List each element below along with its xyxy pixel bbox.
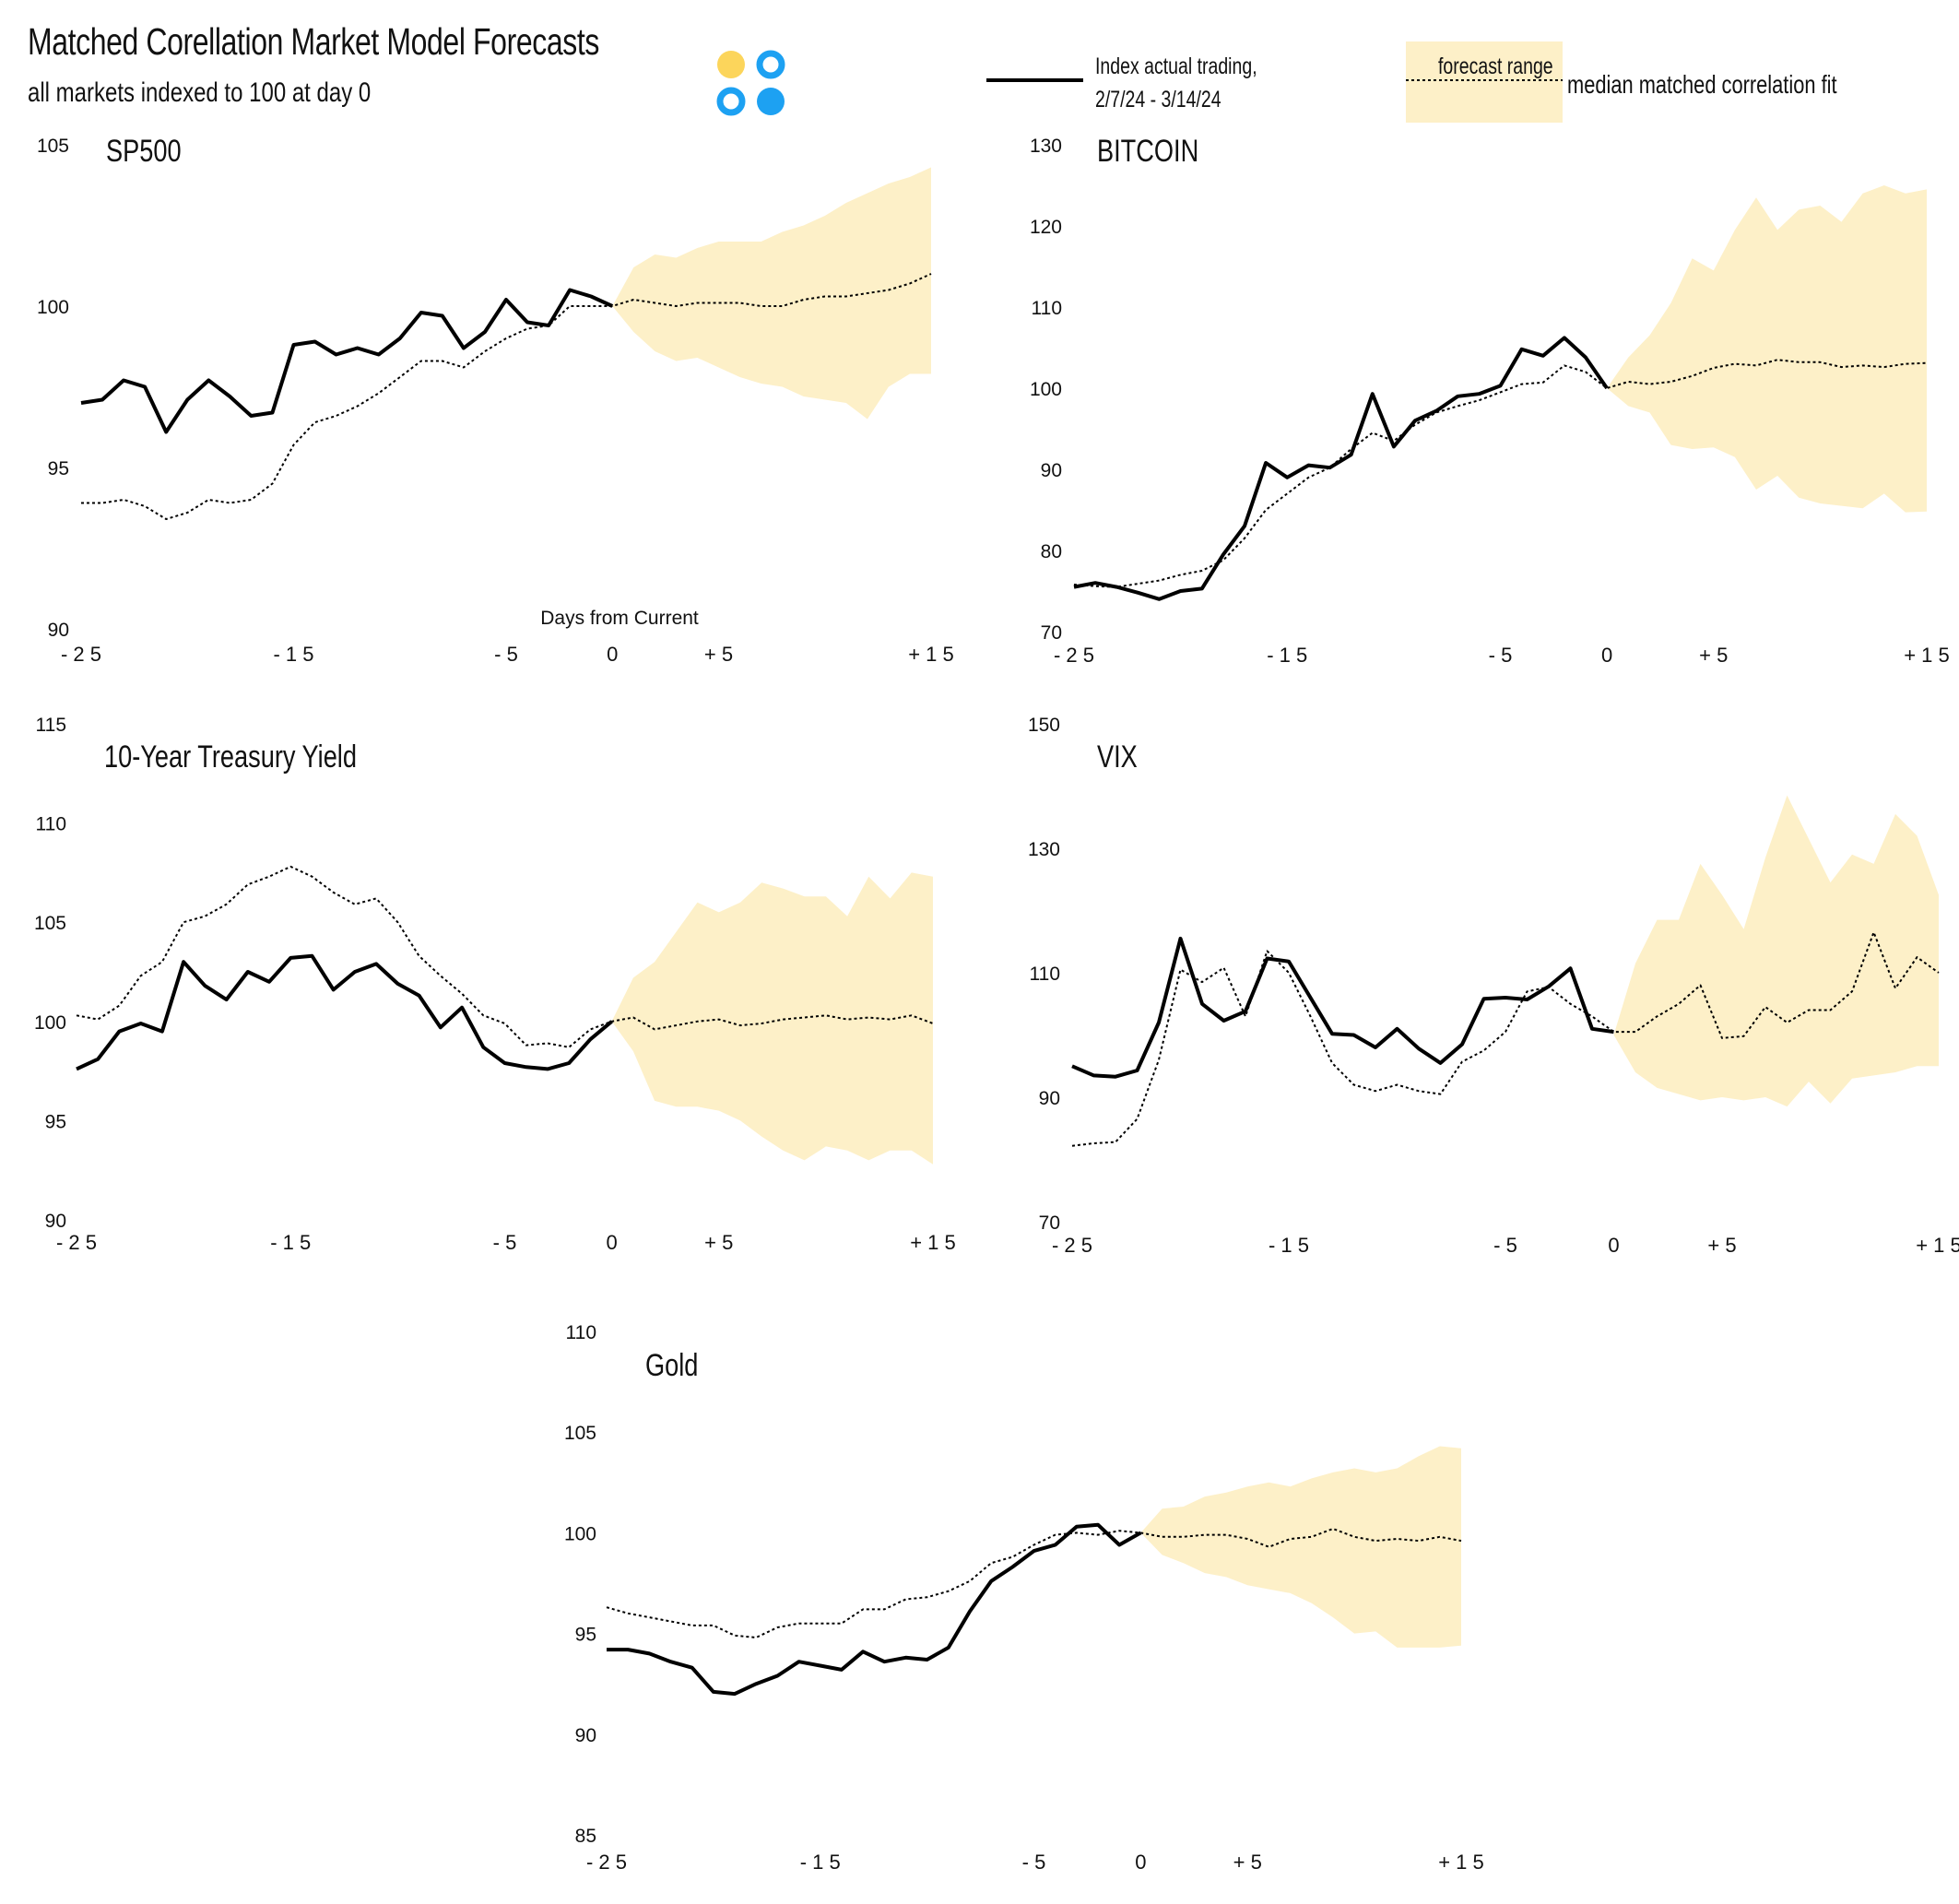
gold-xtick-label: - 2 5 [586,1851,627,1874]
logo-yellow-dot-icon [717,51,745,78]
legend-range-label: forecast range [1438,53,1553,79]
treasury-xtick-label: - 2 5 [56,1231,97,1254]
vix-xtick-label: + 5 [1707,1234,1736,1257]
bitcoin-xtick-label: + 5 [1699,644,1728,667]
bitcoin-ytick-label: 70 [1041,622,1062,644]
legend: Index actual trading, 2/7/24 - 3/14/24 f… [986,37,1936,129]
gold-actual-line [607,1522,1142,1697]
vix-median-fit-line [1071,931,1940,1147]
vix-xtick-label: - 1 5 [1269,1234,1309,1257]
bitcoin-actual-line [1073,336,1609,601]
sp500-xtick-label: 0 [607,643,618,666]
vix-ytick-label: 150 [1028,715,1060,736]
sp500-xtick-label: + 5 [704,643,733,666]
bitcoin-ytick-label: 120 [1030,217,1062,238]
bitcoin-xtick-label: - 2 5 [1054,644,1094,667]
gold-ytick-label: 85 [575,1826,596,1847]
chart-treasury: 10-Year Treasury Yield 90 95 100 105 110 115 - … [34,715,956,1254]
gold-xtick-label: + 1 5 [1438,1851,1484,1874]
treasury-xtick-label: - 1 5 [270,1231,311,1254]
vix-forecast-band [1613,795,1939,1107]
logo-blue-ring-icon [716,87,746,116]
bitcoin-ytick-label: 90 [1041,460,1062,481]
bitcoin-ytick-label: 100 [1030,379,1062,400]
bitcoin-xtick-label: - 5 [1489,644,1513,667]
sp500-xtick-label: - 1 5 [273,643,313,666]
legend-actual-label-2: 2/7/24 - 3/14/24 [1095,87,1221,112]
sp500-ytick-label: 105 [37,136,69,157]
sp500-ytick-label: 90 [48,620,69,641]
chart-title: Matched Corellation Market Model Forecas… [28,20,599,63]
sp500-xtick-label: + 1 5 [908,643,954,666]
chart-gold: Gold 85 90 95 100 105 110 - 2 5 - 1 5 - 5 0 + 5 + 1 … [564,1322,1484,1874]
brand-logo-icon [716,50,785,116]
bitcoin-ytick-label: 130 [1030,136,1062,157]
treasury-actual-line [76,953,613,1071]
treasury-ytick-label: 90 [45,1211,66,1232]
gold-title: Gold [645,1347,698,1383]
sp500-xlabel: Days from Current [540,608,699,629]
vix-xtick-label: + 1 5 [1916,1234,1959,1257]
chart-bitcoin: BITCOIN 70 80 90 100 110 120 130 - 2 5 - 1 5 - 5 0 +… [1030,133,1950,667]
gold-ytick-label: 95 [575,1625,596,1646]
treasury-ytick-label: 95 [45,1111,66,1132]
legend-actual-label-1: Index actual trading, [1095,53,1257,79]
gold-ytick-label: 105 [564,1423,596,1444]
bitcoin-xtick-label: + 1 5 [1904,644,1950,667]
gold-median-fit-line [606,1528,1462,1638]
sp500-forecast-band [612,167,931,420]
vix-xtick-label: - 2 5 [1052,1234,1092,1257]
logo-blue-ring-icon [756,50,785,79]
legend-swatches [986,41,1563,123]
gold-xtick-label: + 5 [1233,1851,1262,1874]
sp500-ytick-label: 95 [48,458,69,479]
gold-ytick-label: 100 [564,1523,596,1544]
bitcoin-xtick-label: - 1 5 [1267,644,1307,667]
gold-ytick-label: 90 [575,1725,596,1746]
bitcoin-median-fit-line [1073,359,1928,588]
chart-subtitle: all markets indexed to 100 at day 0 [28,77,372,108]
gold-ytick-label: 110 [566,1322,596,1343]
vix-ytick-label: 130 [1028,839,1060,860]
sp500-xtick-label: - 5 [494,643,518,666]
chart-sp500: SP500 90 95 100 105 - 2 5 - 1 5 - 5 0 + 5 + 1 5 Day… [37,133,954,666]
bitcoin-title: BITCOIN [1097,133,1198,169]
treasury-xtick-label: + 5 [704,1231,733,1254]
legend-band-swatch [1406,41,1563,123]
vix-xtick-label: 0 [1608,1234,1619,1257]
vix-ytick-label: 110 [1030,964,1060,985]
treasury-ytick-label: 100 [34,1012,66,1034]
treasury-ytick-label: 110 [36,814,66,835]
treasury-median-fit-line [76,865,934,1048]
bitcoin-ytick-label: 110 [1032,298,1062,319]
sp500-ytick-label: 100 [37,297,69,318]
treasury-xtick-label: 0 [607,1231,618,1254]
gold-xtick-label: - 5 [1022,1851,1046,1874]
gold-xtick-label: 0 [1135,1851,1146,1874]
sp500-median-fit-line [81,273,932,520]
vix-xtick-label: - 5 [1493,1234,1517,1257]
treasury-xtick-label: + 1 5 [910,1231,956,1254]
treasury-title: 10-Year Treasury Yield [104,739,357,775]
treasury-xtick-label: - 5 [493,1231,517,1254]
bitcoin-ytick-label: 80 [1041,541,1062,562]
gold-xtick-label: - 1 5 [800,1851,841,1874]
gold-forecast-band [1140,1446,1461,1648]
chart-vix: VIX 70 90 110 130 150 - 2 5 - 1 5 - 5 0 + 5 + 1 5 [1028,715,1959,1257]
sp500-title: SP500 [106,133,182,169]
sp500-actual-line [80,288,614,434]
treasury-ytick-label: 115 [36,715,66,736]
vix-ytick-label: 70 [1039,1212,1060,1234]
bitcoin-forecast-band [1607,185,1927,513]
vix-ytick-label: 90 [1039,1088,1060,1109]
sp500-xtick-label: - 2 5 [61,643,101,666]
vix-title: VIX [1097,739,1138,775]
legend-median-label: median matched correlation fit [1567,70,1837,99]
bitcoin-xtick-label: 0 [1601,644,1612,667]
treasury-forecast-band [611,872,933,1165]
vix-actual-line [1071,936,1614,1079]
treasury-ytick-label: 105 [34,913,66,934]
logo-blue-dot-icon [757,88,785,115]
